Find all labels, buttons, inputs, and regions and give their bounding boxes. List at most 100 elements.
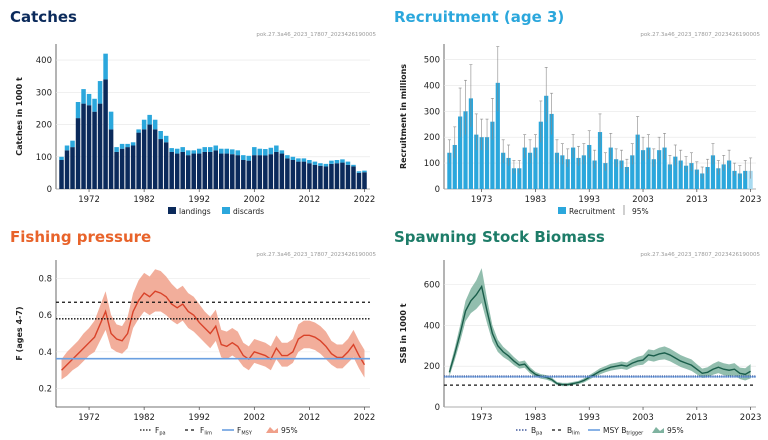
x-tick-label: 2013 bbox=[686, 195, 708, 205]
discards-bar bbox=[224, 148, 230, 154]
landings-bar bbox=[301, 161, 307, 189]
recruitment-bar bbox=[587, 144, 592, 189]
landings-bar bbox=[345, 164, 351, 189]
landings-bar bbox=[285, 158, 290, 189]
legend-fmsy-label-sub: MSY bbox=[241, 431, 252, 437]
recruitment-bar bbox=[694, 169, 699, 189]
landings-bar bbox=[351, 166, 356, 189]
landings-bar bbox=[86, 105, 92, 189]
y-tick-label: 300 bbox=[36, 88, 52, 98]
landings-bar bbox=[274, 151, 279, 189]
legend-blim-label-sub: lim bbox=[572, 431, 580, 437]
legend-ci-label: 95% bbox=[632, 207, 649, 216]
landings-bar bbox=[180, 151, 185, 189]
discards-bar bbox=[152, 119, 158, 130]
y-tick-label: 300 bbox=[424, 107, 440, 117]
discards-bar bbox=[362, 170, 367, 173]
y-tick-label: 200 bbox=[424, 133, 440, 143]
recruitment-bar bbox=[549, 113, 554, 189]
discards-bar bbox=[70, 140, 75, 148]
recruitment-bar bbox=[635, 134, 640, 189]
recruitment-bar bbox=[527, 152, 533, 189]
landings-bar bbox=[92, 111, 97, 189]
y-tick-label: 400 bbox=[424, 81, 440, 91]
legend-recruitment-label: Recruitment bbox=[569, 207, 615, 216]
recruitment-bar bbox=[576, 157, 581, 189]
discards-bar bbox=[230, 149, 235, 155]
discards-bar bbox=[86, 93, 92, 106]
legend-discards-label: discards bbox=[233, 207, 264, 216]
recruitment-bar bbox=[463, 111, 468, 189]
legend-fpa-label: Fpa bbox=[155, 426, 166, 437]
recruitment-bar bbox=[608, 147, 613, 189]
landings-bar bbox=[230, 154, 235, 189]
recruitment-bar bbox=[748, 170, 753, 189]
recruitment-bar bbox=[554, 152, 560, 189]
recruitment-bar bbox=[597, 132, 603, 189]
discards-bar bbox=[219, 148, 224, 154]
f-confidence-band bbox=[61, 269, 365, 380]
landings-bar bbox=[108, 129, 114, 189]
y-tick-label: 0 bbox=[47, 185, 52, 195]
x-tick-label: 1993 bbox=[578, 195, 600, 205]
landings-bar bbox=[103, 79, 108, 189]
discards-bar bbox=[75, 102, 81, 119]
landings-bar bbox=[97, 103, 103, 189]
landings-bar bbox=[296, 161, 301, 189]
landings-bar bbox=[290, 160, 296, 189]
x-tick-label: 1973 bbox=[471, 413, 493, 423]
legend-blim-label: Blim bbox=[567, 426, 580, 437]
landings-bar bbox=[307, 163, 312, 189]
recruitment-bar bbox=[732, 170, 737, 189]
recruitment-bar bbox=[560, 155, 565, 189]
y-tick-label: 600 bbox=[424, 281, 440, 291]
y-axis-label: F (ages 4-7) bbox=[15, 306, 24, 360]
recruitment-bar bbox=[716, 168, 721, 189]
legend-landings-label: landings bbox=[179, 207, 211, 216]
discards-bar bbox=[103, 53, 108, 80]
recruitment-bar bbox=[484, 137, 490, 189]
x-tick-label: 1972 bbox=[78, 195, 100, 205]
landings-bar bbox=[59, 160, 64, 189]
landings-bar bbox=[329, 163, 334, 189]
discards-bar bbox=[202, 147, 207, 152]
recruitment-chart: Recruitment (age 3) pok.27.3a46_2023_1780… bbox=[394, 8, 761, 216]
y-axis-label: SSB in 1000 t bbox=[399, 303, 408, 363]
landings-bar bbox=[147, 124, 152, 189]
y-tick-label: 200 bbox=[424, 362, 440, 372]
recruitment-bar bbox=[565, 159, 570, 189]
landings-bar bbox=[64, 150, 70, 189]
x-tick-label: 1973 bbox=[471, 195, 493, 205]
x-tick-label: 2023 bbox=[740, 413, 762, 423]
x-tick-label: 2022 bbox=[354, 195, 376, 205]
discards-bar bbox=[180, 147, 185, 152]
discards-bar bbox=[296, 158, 301, 162]
legend-ci-label: 95% bbox=[281, 426, 298, 435]
y-tick-label: 200 bbox=[36, 121, 52, 131]
discards-bar bbox=[92, 98, 97, 112]
legend-bpa-label: Bpa bbox=[531, 426, 542, 437]
legend-fmsy-label: FMSY bbox=[237, 426, 253, 437]
x-tick-label: 1983 bbox=[525, 195, 547, 205]
x-tick-label: 2012 bbox=[299, 195, 321, 205]
y-tick-label: 0.2 bbox=[38, 385, 52, 395]
y-tick-label: 100 bbox=[424, 159, 440, 169]
recruitment-bar bbox=[737, 173, 742, 189]
legend-msy-btrigger-label-sub: trigger bbox=[626, 431, 644, 437]
recruitment-bar bbox=[474, 134, 479, 189]
discards-bar bbox=[97, 81, 103, 104]
landings-bar bbox=[81, 103, 86, 189]
ssb-chart: Spawning Stock Biomass pok.27.3a46_2023_1… bbox=[394, 228, 762, 437]
landings-bar bbox=[152, 129, 158, 189]
discards-bar bbox=[81, 89, 86, 104]
landings-bar bbox=[334, 163, 340, 189]
recruitment-bar bbox=[533, 147, 538, 189]
discards-bar bbox=[141, 119, 147, 130]
x-tick-label: 2003 bbox=[632, 413, 654, 423]
legend-bpa-label-sub: pa bbox=[536, 431, 542, 437]
discards-bar bbox=[174, 148, 180, 154]
discards-bar bbox=[285, 155, 290, 159]
landings-bar bbox=[323, 166, 329, 189]
chart-code: pok.27.3a46_2023_17807_2023426190005 bbox=[640, 32, 760, 38]
